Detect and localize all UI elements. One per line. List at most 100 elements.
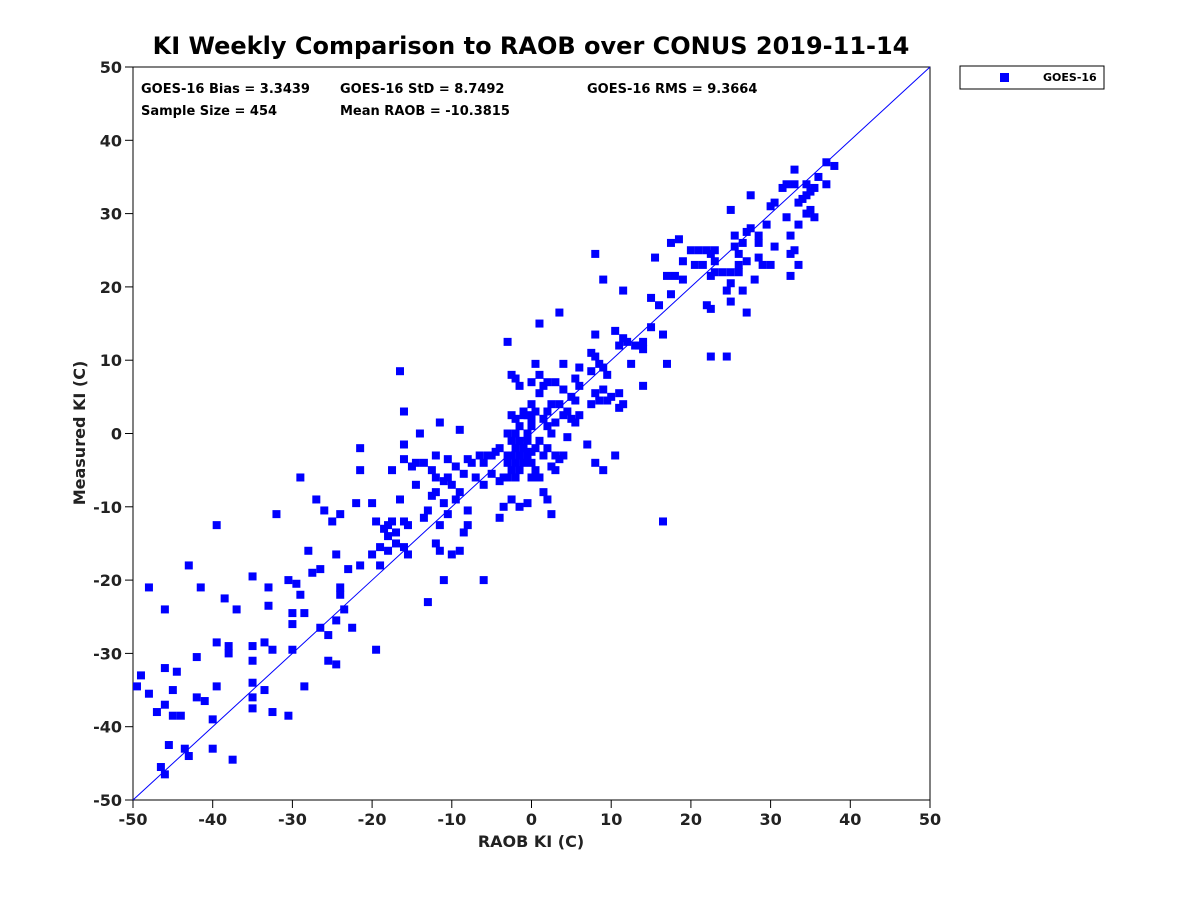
- data-point: [168, 711, 177, 720]
- data-point: [571, 396, 580, 405]
- data-point: [399, 440, 408, 449]
- data-point: [196, 583, 205, 592]
- data-point: [806, 205, 815, 214]
- data-point: [782, 180, 791, 189]
- data-point: [344, 565, 353, 574]
- data-point: [264, 601, 273, 610]
- data-point: [268, 708, 277, 717]
- data-point: [160, 664, 169, 673]
- x-tick-label: -40: [198, 810, 227, 829]
- data-point: [571, 418, 580, 427]
- data-point: [328, 517, 337, 526]
- data-point: [332, 616, 341, 625]
- data-point: [212, 682, 221, 691]
- data-point: [790, 246, 799, 255]
- data-point: [208, 744, 217, 753]
- data-point: [527, 400, 536, 409]
- data-point: [423, 598, 432, 607]
- data-point: [559, 451, 568, 460]
- legend: GOES-16: [959, 65, 1105, 90]
- data-point: [535, 389, 544, 398]
- data-point: [220, 594, 229, 603]
- data-point: [180, 744, 189, 753]
- data-point: [395, 367, 404, 376]
- data-point: [543, 495, 552, 504]
- data-point: [615, 389, 624, 398]
- data-point: [160, 770, 169, 779]
- x-tick-label: -20: [358, 810, 387, 829]
- data-point: [527, 378, 536, 387]
- data-point: [730, 231, 739, 240]
- data-point: [607, 392, 616, 401]
- data-point: [674, 235, 683, 244]
- data-point: [288, 620, 297, 629]
- data-point: [678, 275, 687, 284]
- data-point: [575, 381, 584, 390]
- data-point: [184, 561, 193, 570]
- data-point: [340, 605, 349, 614]
- x-tick-label: 10: [600, 810, 622, 829]
- data-point: [591, 389, 600, 398]
- data-point: [639, 345, 648, 354]
- data-point: [479, 576, 488, 585]
- data-point: [786, 271, 795, 280]
- data-point: [527, 473, 536, 482]
- data-point: [507, 451, 516, 460]
- data-point: [611, 326, 620, 335]
- data-point: [288, 609, 297, 618]
- data-point: [164, 741, 173, 750]
- data-point: [384, 532, 393, 541]
- data-point: [615, 341, 624, 350]
- data-point: [419, 458, 428, 467]
- data-point: [515, 466, 524, 475]
- data-point: [503, 337, 512, 346]
- data-point: [511, 444, 520, 453]
- data-point: [666, 238, 675, 247]
- legend-label: GOES-16: [1043, 71, 1097, 84]
- data-point: [232, 605, 241, 614]
- data-point: [459, 528, 468, 537]
- data-point: [288, 645, 297, 654]
- data-point: [734, 249, 743, 258]
- data-point: [587, 400, 596, 409]
- data-point: [300, 682, 309, 691]
- data-point: [599, 385, 608, 394]
- data-point: [603, 370, 612, 379]
- data-point: [467, 458, 476, 467]
- data-point: [726, 279, 735, 288]
- data-point: [599, 363, 608, 372]
- data-point: [435, 521, 444, 530]
- data-point: [292, 579, 301, 588]
- data-point: [356, 466, 365, 475]
- data-point: [419, 513, 428, 522]
- data-point: [372, 645, 381, 654]
- data-point: [599, 466, 608, 475]
- data-point: [527, 458, 536, 467]
- data-point: [224, 642, 233, 651]
- y-axis: -50 -40 -30 -20 -10 0 10 20 30 40 50: [93, 58, 133, 810]
- data-point: [260, 638, 269, 647]
- data-point: [479, 480, 488, 489]
- data-point: [515, 451, 524, 460]
- data-point: [670, 271, 679, 280]
- stat-rms: GOES-16 RMS = 9.3664: [587, 82, 757, 97]
- data-point: [738, 238, 747, 247]
- data-point: [503, 458, 512, 467]
- data-point: [192, 653, 201, 662]
- chart-title: KI Weekly Comparison to RAOB over CONUS …: [153, 32, 910, 60]
- data-point: [595, 396, 604, 405]
- data-point: [710, 268, 719, 277]
- data-point: [639, 381, 648, 390]
- y-tick-label: 10: [100, 351, 122, 370]
- data-point: [587, 367, 596, 376]
- data-point: [527, 422, 536, 431]
- data-point: [659, 330, 668, 339]
- data-point: [356, 561, 365, 570]
- data-point: [403, 521, 412, 530]
- data-point: [559, 359, 568, 368]
- data-point: [399, 455, 408, 464]
- data-point: [722, 286, 731, 295]
- data-point: [451, 495, 460, 504]
- data-point: [152, 708, 161, 717]
- data-point: [431, 488, 440, 497]
